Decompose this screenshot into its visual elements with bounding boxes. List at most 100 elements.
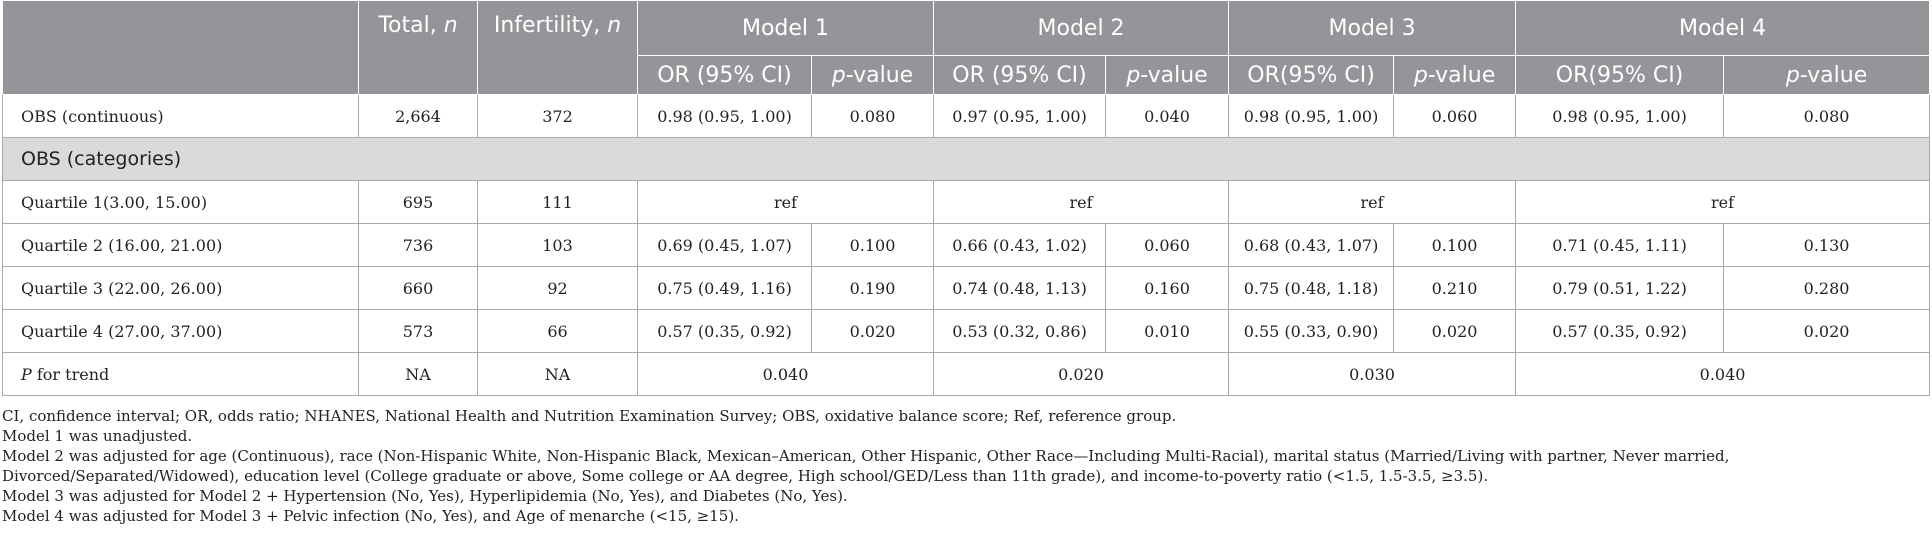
cell-ref: ref: [636, 180, 935, 224]
cell-or: 0.98 (0.95, 1.00): [637, 94, 812, 138]
header-total-italic: n: [443, 13, 458, 38]
footnote-abbreviations: CI, confidence interval; OR, odds ratio;…: [2, 407, 1177, 425]
header-infertility-italic: n: [607, 13, 622, 38]
section-label: OBS (categories): [1, 137, 1931, 181]
cell-total: 573: [358, 309, 478, 353]
cell-p: 0.280: [1723, 266, 1931, 310]
cell-trend: 0.020: [933, 352, 1230, 396]
cell-trend: 0.040: [1515, 352, 1931, 396]
cell-infertility: NA: [477, 352, 638, 396]
header-model-3: Model 3: [1228, 0, 1517, 56]
cell-p: 0.100: [1393, 223, 1517, 267]
footnote-model-1: Model 1 was unadjusted.: [2, 427, 193, 445]
p-italic: p: [1413, 62, 1428, 88]
cell-infertility: 66: [477, 309, 638, 353]
cell-infertility: 372: [477, 94, 638, 138]
header-blank: [2, 0, 359, 95]
cell-p: 0.210: [1393, 266, 1517, 310]
cell-or: 0.74 (0.48, 1.13): [933, 266, 1107, 310]
header-infertility-text: Infertility,: [493, 13, 608, 38]
cell-or: 0.68 (0.43, 1.07): [1228, 223, 1395, 267]
p-italic: p: [1785, 62, 1800, 88]
header-or-4: OR(95% CI): [1515, 55, 1725, 95]
table-footnotes: CI, confidence interval; OR, odds ratio;…: [2, 406, 1922, 526]
cell-p: 0.160: [1105, 266, 1230, 310]
cell-p: 0.020: [810, 309, 935, 353]
cell-or: 0.71 (0.45, 1.11): [1515, 223, 1725, 267]
header-model-4: Model 4: [1515, 0, 1931, 56]
header-or-1: OR (95% CI): [637, 55, 812, 95]
cell-or: 0.98 (0.95, 1.00): [1515, 94, 1725, 138]
table-row: Quartile 4 (27.00, 37.00) 573 66 0.57 (0…: [2, 309, 1931, 353]
footnote-model-3: Model 3 was adjusted for Model 2 + Hyper…: [2, 487, 848, 505]
cell-or: 0.66 (0.43, 1.02): [933, 223, 1107, 267]
cell-or: 0.53 (0.32, 0.86): [933, 309, 1107, 353]
trend-p-italic: P: [21, 364, 32, 384]
table-row: OBS (continuous) 2,664 372 0.98 (0.95, 1…: [2, 94, 1931, 138]
cell-trend: 0.030: [1228, 352, 1517, 396]
row-label: Quartile 2 (16.00, 21.00): [2, 223, 359, 267]
row-label: OBS (continuous): [2, 94, 359, 138]
table-row: Quartile 1(3.00, 15.00) 695 111 ref ref …: [2, 180, 1931, 224]
row-label: Quartile 4 (27.00, 37.00): [2, 309, 359, 353]
cell-total: 660: [358, 266, 478, 310]
header-p-2: p-value: [1105, 55, 1230, 95]
cell-or: 0.55 (0.33, 0.90): [1228, 309, 1395, 353]
row-label: P for trend: [2, 352, 359, 396]
table-row: P for trend NA NA 0.040 0.020 0.030 0.04…: [2, 352, 1931, 396]
cell-trend: 0.040: [636, 352, 935, 396]
cell-total: 2,664: [358, 94, 478, 138]
cell-total: NA: [358, 352, 478, 396]
cell-p: 0.130: [1723, 223, 1931, 267]
cell-p: 0.010: [1105, 309, 1230, 353]
p-rest: -value: [1427, 62, 1496, 88]
header-or-2: OR (95% CI): [933, 55, 1107, 95]
cell-or: 0.57 (0.35, 0.92): [637, 309, 812, 353]
cell-p: 0.060: [1105, 223, 1230, 267]
cell-p: 0.060: [1393, 94, 1517, 138]
trend-label-rest: for trend: [31, 364, 110, 384]
cell-p: 0.020: [1393, 309, 1517, 353]
cell-ref: ref: [1515, 180, 1931, 224]
cell-or: 0.97 (0.95, 1.00): [933, 94, 1107, 138]
header-model-1: Model 1: [636, 0, 935, 56]
cell-or: 0.79 (0.51, 1.22): [1515, 266, 1725, 310]
p-italic: p: [831, 62, 846, 88]
results-table: Total, n Infertility, n Model 1 Model 2 …: [1, 0, 1931, 396]
cell-ref: ref: [1228, 180, 1517, 224]
cell-or: 0.75 (0.48, 1.18): [1228, 266, 1395, 310]
header-p-1: p-value: [810, 55, 935, 95]
header-p-4: p-value: [1723, 55, 1931, 95]
cell-infertility: 103: [477, 223, 638, 267]
header-infertility: Infertility, n: [477, 0, 638, 95]
cell-p: 0.100: [810, 223, 935, 267]
header-p-3: p-value: [1393, 55, 1517, 95]
p-rest: -value: [845, 62, 914, 88]
header-model-2: Model 2: [933, 0, 1230, 56]
p-rest: -value: [1799, 62, 1868, 88]
header-or-3: OR(95% CI): [1228, 55, 1395, 95]
table-row: Quartile 2 (16.00, 21.00) 736 103 0.69 (…: [2, 223, 1931, 267]
footnote-model-2: Model 2 was adjusted for age (Continuous…: [2, 447, 1730, 485]
header-total-text: Total,: [378, 13, 444, 38]
footnote-model-4: Model 4 was adjusted for Model 3 + Pelvi…: [2, 507, 739, 525]
cell-p: 0.020: [1723, 309, 1931, 353]
p-rest: -value: [1140, 62, 1208, 88]
cell-or: 0.57 (0.35, 0.92): [1515, 309, 1725, 353]
cell-p: 0.190: [810, 266, 935, 310]
cell-infertility: 111: [477, 180, 638, 224]
row-label: Quartile 3 (22.00, 26.00): [2, 266, 359, 310]
cell-total: 736: [358, 223, 478, 267]
p-italic: p: [1126, 62, 1141, 88]
cell-infertility: 92: [477, 266, 638, 310]
header-total: Total, n: [358, 0, 478, 95]
cell-or: 0.98 (0.95, 1.00): [1228, 94, 1395, 138]
cell-p: 0.080: [810, 94, 935, 138]
cell-p: 0.040: [1105, 94, 1230, 138]
cell-or: 0.69 (0.45, 1.07): [637, 223, 812, 267]
section-row: OBS (categories): [1, 137, 1931, 181]
cell-total: 695: [358, 180, 478, 224]
cell-or: 0.75 (0.49, 1.16): [637, 266, 812, 310]
cell-ref: ref: [933, 180, 1230, 224]
row-label: Quartile 1(3.00, 15.00): [2, 180, 359, 224]
